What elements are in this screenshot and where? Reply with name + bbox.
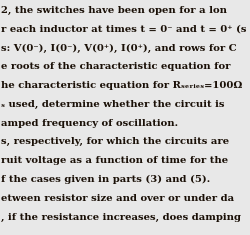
Text: ₛ used, determine whether the circuit is: ₛ used, determine whether the circuit is [1,100,225,109]
Text: s: V(0⁻), I(0⁻), V(0⁺), I(0⁺), and rows for C: s: V(0⁻), I(0⁻), V(0⁺), I(0⁺), and rows … [1,43,237,53]
Text: he characteristic equation for Rₛₑᵣᵢₑₛ=100Ω: he characteristic equation for Rₛₑᵣᵢₑₛ=1… [1,81,242,90]
Text: etween resistor size and over or under da: etween resistor size and over or under d… [1,194,234,203]
Text: 2, the switches have been open for a lon: 2, the switches have been open for a lon [1,6,227,15]
Text: s, respectively, for which the circuits are: s, respectively, for which the circuits … [1,137,233,146]
Text: r each inductor at times t = 0⁻ and t = 0⁺ (s: r each inductor at times t = 0⁻ and t = … [1,25,247,34]
Text: amped frequency of oscillation.: amped frequency of oscillation. [1,119,178,128]
Text: , if the resistance increases, does damping: , if the resistance increases, does damp… [1,213,241,222]
Text: f the cases given in parts (3) and (5).: f the cases given in parts (3) and (5). [1,175,210,184]
Text: ruit voltage as a function of time for the: ruit voltage as a function of time for t… [1,156,232,165]
Text: e roots of the characteristic equation for: e roots of the characteristic equation f… [1,62,231,71]
